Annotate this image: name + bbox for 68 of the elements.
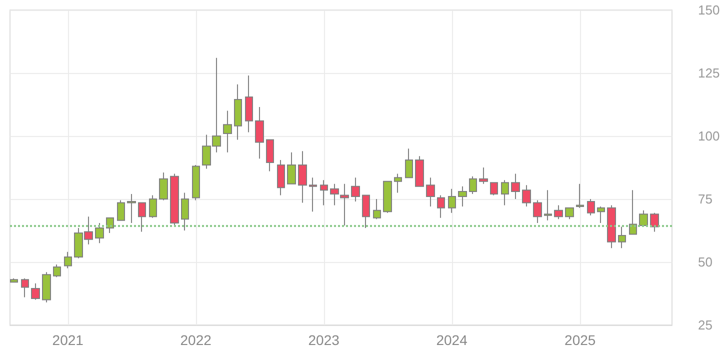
candlestick [618,226,626,249]
candlestick [437,194,445,218]
candlestick [565,207,574,220]
candlestick [298,150,307,204]
candlestick [117,200,125,221]
candlestick [277,159,285,196]
candlestick [31,282,40,300]
candlestick [597,206,605,224]
candlestick [373,198,381,220]
candlestick [330,183,339,206]
x-tick-label: 2022 [180,332,212,348]
candlestick [53,264,61,278]
x-tick-label: 2021 [52,332,84,348]
candlestick [170,173,179,226]
candlestick [234,84,242,140]
candlestick [554,204,563,220]
candlestick [544,190,552,221]
candlestick [533,200,542,224]
candlestick [394,173,402,194]
candlestick [629,190,637,235]
candlestick [106,217,114,234]
candlestick [415,156,424,187]
candlestick [383,180,392,214]
candlestick [479,167,488,184]
candlestick [458,186,467,208]
candlestick [181,192,189,231]
y-tick-label: 50 [698,254,712,270]
candlestick [362,194,370,228]
candlestick [587,198,595,216]
candlestick [405,148,413,178]
candlestick [149,194,157,218]
candlestick [639,210,648,226]
x-tick-label: 2024 [436,332,468,348]
candlestick [159,172,168,201]
candlestick [490,182,498,196]
y-tick-label: 100 [698,128,720,144]
candlestick [469,176,477,194]
candlestick [64,251,72,269]
candlestick [320,180,328,206]
y-tick-label: 75 [698,192,712,206]
candlestick [607,204,616,249]
candlestick [501,180,509,206]
candlestick [511,173,520,200]
x-tick-label: 2023 [308,332,340,348]
y-tick-label: 125 [698,66,720,80]
candlestick [351,177,360,202]
candlestick [576,183,584,208]
candlestick [42,272,51,303]
candlestick [426,177,435,208]
candlestick [287,152,296,184]
candlestick [522,184,531,208]
candlestick [223,110,232,153]
candlestick [95,222,104,244]
candlestick [245,75,253,133]
candlestick [448,188,456,214]
candlestick [21,278,29,298]
candlestick [340,183,349,226]
candlestick [192,164,200,201]
candlestick [10,278,18,283]
y-tick-label: 150 [698,2,720,18]
candlestick [255,106,264,160]
candlestick [309,177,317,212]
candlestick [127,193,136,224]
candlestick [266,139,274,172]
candlestick [138,202,146,232]
candlestick [650,212,659,232]
y-tick-label: 25 [698,318,712,332]
x-tick-label: 2025 [564,332,596,348]
